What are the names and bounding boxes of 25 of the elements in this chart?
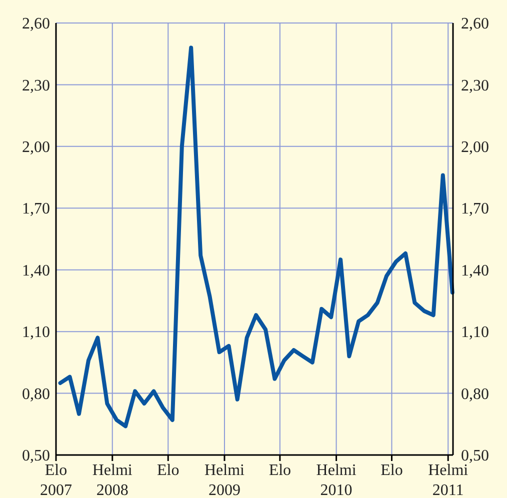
x-tick-label: Helmi 2009 bbox=[204, 462, 246, 498]
y-tick-label: 0,80 bbox=[22, 386, 50, 403]
y2-tick-label: 2,60 bbox=[461, 16, 489, 33]
y-tick-label: 2,60 bbox=[22, 16, 50, 33]
y-tick-label: 1,40 bbox=[22, 262, 50, 280]
line-series bbox=[58, 46, 454, 428]
y2-tick-label: 1,40 bbox=[461, 262, 489, 280]
x-tick-label: Helmi 2011 bbox=[428, 462, 469, 498]
y2-tick-label: 1,70 bbox=[461, 200, 489, 218]
y-tick-label: 2,00 bbox=[22, 139, 50, 156]
y2-tick-label: 0,80 bbox=[461, 386, 489, 403]
x-tick-label: Helmi 2008 bbox=[92, 462, 133, 498]
y-tick-label: 0,50 bbox=[22, 448, 50, 465]
x-tick-label: Elo bbox=[380, 462, 403, 479]
y-tick-label: 1,10 bbox=[22, 324, 50, 342]
x-tick-label: Elo 2007 bbox=[40, 462, 72, 498]
y2-tick-label: 2,00 bbox=[461, 139, 489, 156]
y2-tick-label: 0,50 bbox=[461, 448, 489, 465]
x-tick-label: Elo bbox=[157, 462, 180, 479]
y2-tick-label: 2,30 bbox=[461, 77, 489, 94]
y-tick-label: 2,30 bbox=[22, 77, 50, 94]
y-tick-label: 1,70 bbox=[22, 200, 50, 218]
y2-tick-label: 1,10 bbox=[461, 324, 489, 342]
x-tick-label: Helmi 2010 bbox=[316, 462, 357, 498]
x-tick-label: Elo bbox=[268, 462, 292, 479]
